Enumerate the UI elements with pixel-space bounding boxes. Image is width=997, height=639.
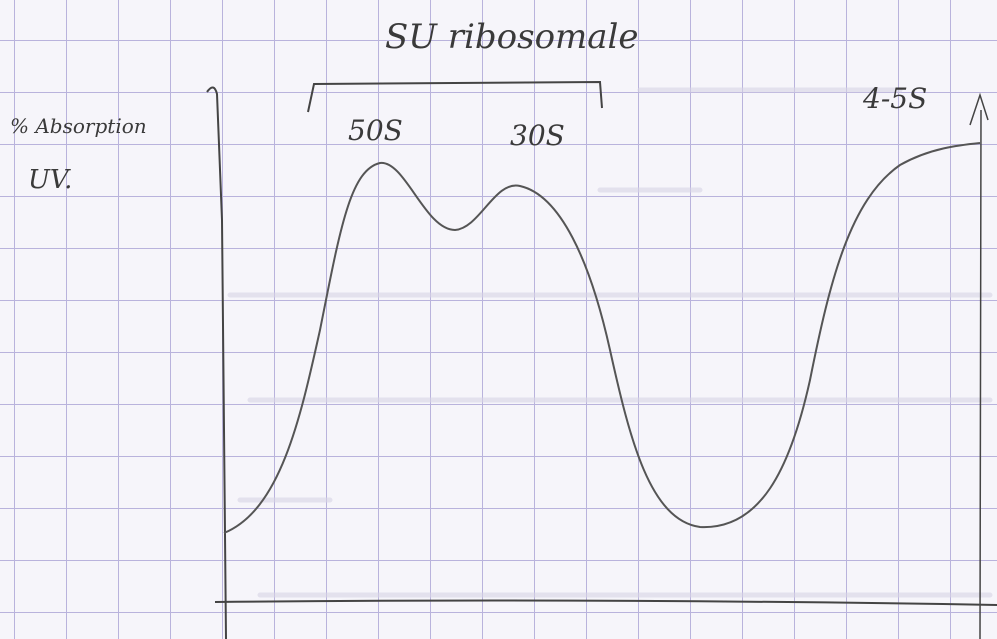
peak-label: 4-5S [862, 82, 927, 115]
title: SU ribosomale [385, 17, 639, 57]
y-label: % Absorption [10, 114, 147, 138]
peak-label: 30S [510, 119, 565, 152]
peak-label: 50S [348, 114, 403, 147]
grid-paper [0, 0, 997, 639]
notebook-photo: SU ribosomale % Absorption UV. 50S 30S 4… [0, 0, 997, 639]
y-label: UV. [28, 165, 72, 195]
